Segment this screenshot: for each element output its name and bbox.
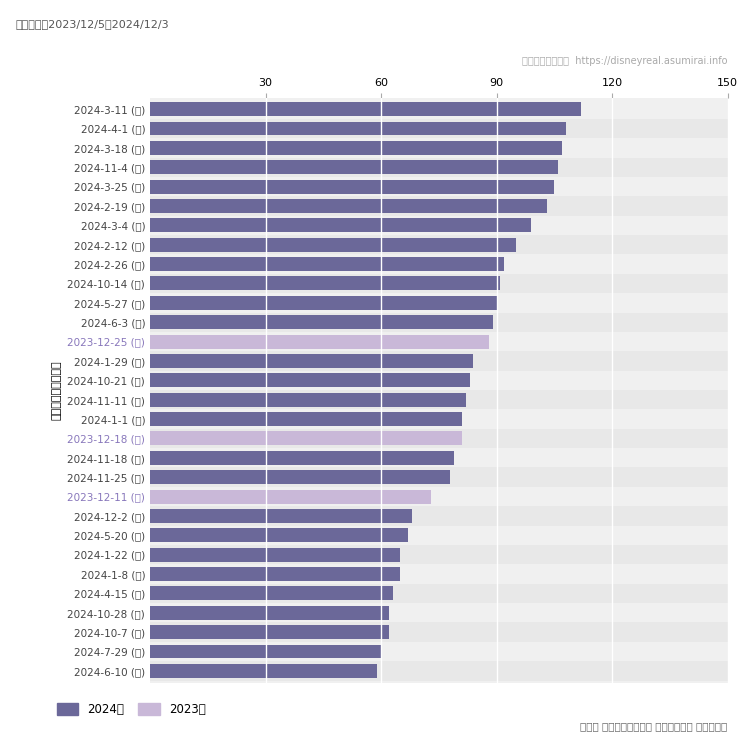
Bar bbox=[150, 487, 728, 506]
Bar bbox=[150, 332, 728, 351]
Bar bbox=[150, 586, 392, 600]
Bar bbox=[150, 431, 462, 445]
Bar bbox=[150, 158, 728, 177]
Bar bbox=[150, 390, 728, 410]
Bar bbox=[150, 467, 728, 487]
Bar bbox=[150, 564, 728, 584]
Text: 月曜日 ディズニーランド 平均待ち時間 ランキング: 月曜日 ディズニーランド 平均待ち時間 ランキング bbox=[580, 722, 728, 731]
Bar bbox=[150, 354, 473, 368]
Bar bbox=[150, 509, 412, 523]
Bar bbox=[150, 177, 728, 197]
Bar bbox=[150, 506, 728, 526]
Bar bbox=[150, 528, 408, 542]
Bar bbox=[150, 603, 728, 622]
Bar bbox=[150, 315, 493, 329]
Bar bbox=[150, 606, 388, 619]
Bar bbox=[150, 370, 728, 390]
Bar bbox=[150, 100, 728, 118]
Bar bbox=[150, 412, 462, 426]
Bar bbox=[150, 470, 450, 484]
Bar bbox=[150, 393, 466, 406]
Bar bbox=[150, 374, 470, 387]
Bar bbox=[150, 254, 728, 274]
Bar bbox=[150, 626, 388, 639]
Bar bbox=[150, 448, 728, 467]
Legend: 2024年, 2023年: 2024年, 2023年 bbox=[52, 698, 211, 721]
Bar bbox=[150, 180, 554, 194]
Bar bbox=[150, 122, 566, 136]
Bar bbox=[150, 293, 728, 313]
Bar bbox=[150, 138, 728, 158]
Bar bbox=[150, 238, 516, 252]
Bar bbox=[150, 622, 728, 642]
Bar bbox=[150, 490, 431, 503]
Bar bbox=[150, 644, 381, 658]
Bar bbox=[150, 313, 728, 332]
Bar bbox=[150, 257, 504, 271]
Bar bbox=[150, 545, 728, 564]
Bar bbox=[150, 118, 728, 138]
Bar bbox=[150, 642, 728, 662]
Bar bbox=[150, 235, 728, 254]
Bar bbox=[150, 218, 531, 232]
Text: 集計期間：2023/12/5～2024/12/3: 集計期間：2023/12/5～2024/12/3 bbox=[15, 19, 169, 28]
Bar bbox=[150, 429, 728, 448]
Bar bbox=[150, 662, 728, 680]
Bar bbox=[150, 664, 377, 678]
Bar bbox=[150, 548, 400, 562]
Bar bbox=[150, 410, 728, 429]
Bar bbox=[150, 216, 728, 235]
Bar bbox=[150, 526, 728, 545]
Bar bbox=[150, 274, 728, 293]
Bar bbox=[150, 141, 562, 154]
Bar bbox=[150, 102, 581, 116]
Bar bbox=[150, 584, 728, 603]
Bar bbox=[150, 277, 500, 290]
Bar bbox=[150, 351, 728, 370]
Bar bbox=[150, 296, 496, 310]
Text: ディズニーリアル  https://disneyreal.asumirai.info: ディズニーリアル https://disneyreal.asumirai.inf… bbox=[522, 56, 728, 66]
Y-axis label: 平均待ち時間（分）: 平均待ち時間（分） bbox=[52, 360, 62, 420]
Bar bbox=[150, 160, 558, 174]
Bar bbox=[150, 199, 547, 213]
Bar bbox=[150, 451, 454, 465]
Bar bbox=[150, 567, 400, 581]
Bar bbox=[150, 334, 489, 349]
Bar bbox=[150, 196, 728, 216]
